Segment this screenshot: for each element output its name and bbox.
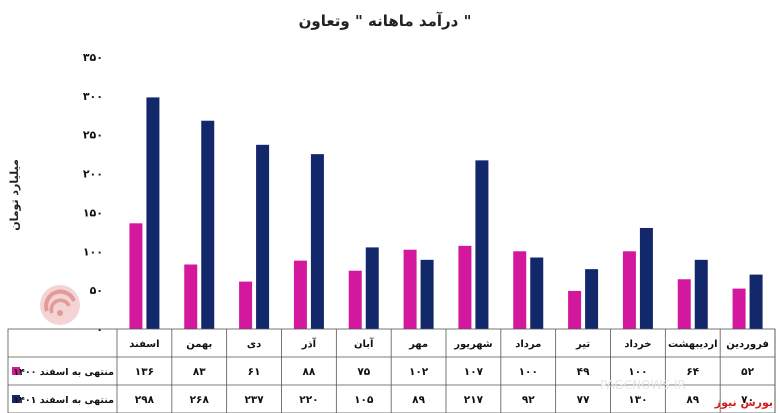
- bar: [732, 288, 746, 329]
- data-table: فروردین اردیبهشت خرداد تیر مرداد شهریور مهر آبا…: [7, 328, 776, 413]
- chart-title: درآمد ماهانه " وتعاون ": [299, 12, 472, 30]
- category-label: اسفند: [129, 339, 159, 350]
- bar: [365, 247, 379, 329]
- data-label: ۱۰۵: [354, 394, 374, 406]
- category-label: آبان: [354, 337, 374, 350]
- data-label: ۸۳: [193, 366, 206, 378]
- legend-swatch: [12, 395, 20, 403]
- bar: [348, 270, 362, 329]
- bar: [293, 260, 307, 329]
- bar: [530, 257, 544, 329]
- category-label: تیر: [575, 339, 590, 350]
- category-label: فروردین: [726, 339, 769, 350]
- legend-label: منتهی به اسفند ۱۴۰۱: [13, 395, 114, 406]
- bar: [639, 227, 653, 329]
- data-label: ۴۹: [577, 366, 590, 378]
- data-label: ۱۰۰: [519, 366, 538, 378]
- category-label: آذر: [301, 337, 317, 350]
- y-tick-label: ۵۰: [90, 284, 103, 297]
- bar: [677, 279, 691, 329]
- bar: [475, 160, 489, 329]
- bar: [513, 251, 527, 329]
- data-label: ۷۷: [577, 394, 590, 406]
- data-label: ۵۲: [741, 366, 754, 378]
- data-label: ۷۰: [741, 394, 754, 406]
- y-tick-label: ۳۵۰: [83, 51, 103, 64]
- category-label: خرداد: [624, 339, 651, 350]
- data-label: ۲۲۰: [299, 394, 318, 406]
- data-label: ۱۰۲: [409, 366, 429, 378]
- bar: [239, 281, 253, 329]
- legend-label: منتهی به اسفند ۱۴۰۰: [13, 367, 114, 378]
- bar: [129, 223, 143, 329]
- y-axis-ticks: ۰ ۵۰ ۱۰۰ ۱۵۰ ۲۰۰ ۲۵۰ ۳۰۰ ۳۵۰: [83, 51, 103, 336]
- data-label: ۸۹: [412, 394, 425, 406]
- data-label: ۲۱۷: [464, 394, 484, 406]
- data-label: ۶۴: [686, 366, 699, 378]
- data-label: ۷۵: [357, 366, 370, 378]
- category-label: مرداد: [515, 339, 541, 350]
- data-label: ۱۳۰: [628, 394, 647, 406]
- bar: [403, 249, 417, 329]
- bar: [749, 274, 763, 329]
- data-label: ۲۹۸: [135, 394, 155, 406]
- watermark: PAGCNOWS.IR: [600, 378, 686, 392]
- bars: [129, 97, 763, 330]
- y-axis-label: میلیارد تومان: [8, 159, 21, 231]
- y-tick-label: ۳۰۰: [83, 90, 103, 103]
- y-tick-label: ۰: [96, 323, 103, 336]
- legend-swatch: [12, 367, 20, 375]
- data-label: ۶۱: [248, 366, 261, 378]
- category-label: دی: [247, 339, 261, 350]
- y-tick-label: ۱۰۰: [83, 245, 103, 258]
- data-label: ۸۸: [303, 366, 316, 378]
- y-tick-label: ۲۰۰: [83, 168, 103, 181]
- y-tick-label: ۱۵۰: [83, 206, 103, 219]
- source-label: بورس نیوز: [714, 396, 773, 409]
- bar: [146, 97, 160, 329]
- category-label: مهر: [408, 339, 428, 350]
- category-label: بهمن: [186, 339, 212, 350]
- category-label: شهریور: [453, 339, 493, 350]
- data-label: ۲۳۷: [244, 394, 264, 406]
- category-label: اردیبهشت: [668, 339, 718, 350]
- bar: [420, 259, 434, 329]
- y-tick-label: ۲۵۰: [83, 129, 103, 142]
- bar: [458, 245, 472, 329]
- data-label: ۱۳۶: [135, 366, 154, 378]
- bar: [201, 120, 215, 330]
- bar: [568, 290, 582, 329]
- bar: [585, 269, 599, 329]
- data-label: ۹۲: [522, 394, 535, 406]
- data-label: ۱۰۷: [464, 366, 484, 378]
- data-label: ۸۹: [686, 394, 699, 406]
- brand-logo: [40, 285, 80, 325]
- bar: [184, 264, 198, 329]
- bar: [310, 154, 324, 329]
- data-label: ۲۶۸: [190, 394, 210, 406]
- bar: [622, 251, 636, 329]
- data-label: ۱۰۰: [628, 366, 647, 378]
- bar: [256, 144, 270, 329]
- bar: [694, 259, 708, 329]
